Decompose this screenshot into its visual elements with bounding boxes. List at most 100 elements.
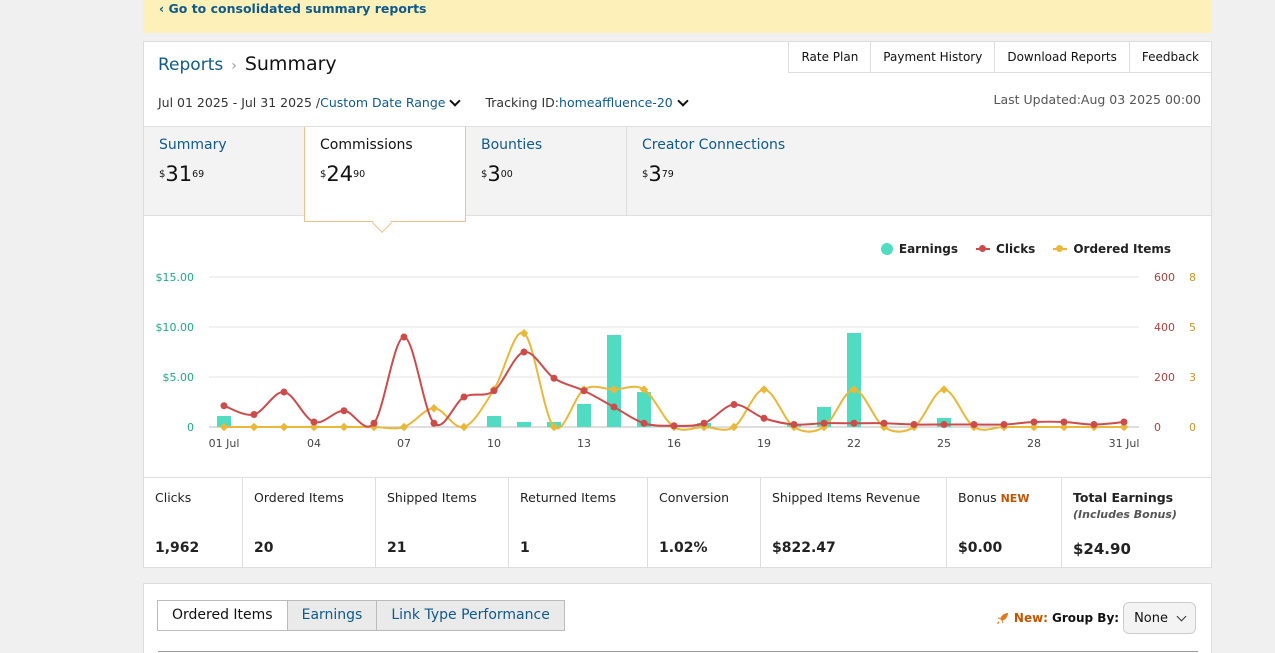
top-buttons: Rate Plan Payment History Download Repor… xyxy=(788,41,1212,73)
rate-plan-button[interactable]: Rate Plan xyxy=(788,41,872,73)
value-cents: 00 xyxy=(500,169,513,180)
tab-link-type-performance[interactable]: Link Type Performance xyxy=(376,600,565,631)
legend-earnings[interactable]: Earnings xyxy=(880,242,958,256)
ordered-items-point xyxy=(339,422,349,432)
page-title: Summary xyxy=(244,53,337,75)
tab-commissions[interactable]: Commissions $ 24 90 xyxy=(304,127,466,222)
earnings-bar xyxy=(487,416,501,427)
legend-ordered-items[interactable]: Ordered Items xyxy=(1053,242,1171,256)
details-tabs: Ordered Items Earnings Link Type Perform… xyxy=(157,600,565,631)
stat-value: 20 xyxy=(254,540,274,556)
y-right-clicks-tick-label: 400 xyxy=(1154,321,1175,334)
tab-value: $ 24 90 xyxy=(320,162,450,186)
details-card: Ordered Items Earnings Link Type Perform… xyxy=(143,583,1212,653)
x-tick-label: 07 xyxy=(397,437,411,450)
legend-clicks[interactable]: Clicks xyxy=(976,242,1035,256)
clicks-point xyxy=(1090,421,1098,428)
clicks-point xyxy=(790,421,798,428)
items-diamond-icon xyxy=(1053,243,1068,254)
clicks-point xyxy=(760,414,768,422)
clicks-point xyxy=(280,388,288,396)
tracking-id-dropdown[interactable]: Tracking ID: homeaffluence-20 xyxy=(485,94,692,110)
stat-value: $0.00 xyxy=(958,540,1003,556)
clicks-point xyxy=(970,421,978,428)
stat-shipped-revenue: Shipped Items Revenue $822.47 xyxy=(761,478,947,568)
clicks-point xyxy=(310,418,318,426)
y-left-tick-label: $10.00 xyxy=(156,321,195,334)
tab-creator-connections[interactable]: Creator Connections $ 3 79 xyxy=(627,127,827,216)
x-tick-label: 13 xyxy=(577,437,591,450)
report-tabs: Summary $ 31 69 Commissions $ 24 90 Boun… xyxy=(144,126,1211,222)
x-tick-label: 04 xyxy=(307,437,321,450)
tab-ordered-items[interactable]: Ordered Items xyxy=(157,600,288,631)
y-right-items-tick-label: 8 xyxy=(1189,271,1196,284)
y-right-clicks-tick-label: 200 xyxy=(1154,371,1175,384)
stat-ordered-items: Ordered Items 20 xyxy=(243,478,376,568)
earnings-chart: Earnings Clicks Ordered Items 0 0 0 $5.00 20… xyxy=(144,232,1211,477)
tab-bounties[interactable]: Bounties $ 3 00 xyxy=(466,127,627,216)
clicks-point xyxy=(820,419,828,427)
ordered-items-point xyxy=(279,422,289,432)
new-badge: NEW xyxy=(1000,492,1030,505)
clicks-point xyxy=(520,348,528,356)
clicks-point xyxy=(850,419,858,427)
earnings-bar xyxy=(637,392,651,427)
clicks-point xyxy=(340,407,348,415)
ordered-items-point xyxy=(219,422,229,432)
currency-symbol: $ xyxy=(642,169,649,180)
tracking-value[interactable]: homeaffluence-20 xyxy=(559,95,673,110)
chevron-down-icon[interactable] xyxy=(677,94,689,107)
group-by-select[interactable]: None xyxy=(1123,602,1196,634)
clicks-line xyxy=(223,335,1125,428)
ordered-items-point xyxy=(399,422,409,432)
payment-history-button[interactable]: Payment History xyxy=(870,41,996,73)
tab-earnings[interactable]: Earnings xyxy=(286,600,378,631)
ordered-items-point xyxy=(1119,422,1129,432)
earnings-bar xyxy=(517,422,531,427)
ordered-items-point xyxy=(459,422,469,432)
breadcrumb-reports-link[interactable]: Reports xyxy=(158,55,224,75)
x-tick-label: 16 xyxy=(667,437,681,450)
stat-label: Shipped Items xyxy=(387,490,477,505)
stat-bonus: Bonus NEW $0.00 xyxy=(947,478,1062,568)
currency-symbol: $ xyxy=(159,169,166,180)
tab-label: Creator Connections xyxy=(642,137,786,153)
ordered-items-point xyxy=(249,422,259,432)
value-whole: 24 xyxy=(326,162,354,186)
clicks-point xyxy=(670,422,678,430)
chevron-down-icon[interactable] xyxy=(449,94,462,107)
y-right-items-tick-label: 0 xyxy=(1189,421,1196,434)
currency-symbol: $ xyxy=(320,169,327,180)
clicks-point xyxy=(430,419,438,427)
tab-summary[interactable]: Summary $ 31 69 xyxy=(144,127,305,216)
stat-label: Total Earnings xyxy=(1073,490,1174,505)
ordered-items-point xyxy=(939,385,949,394)
date-mode-dropdown[interactable]: Custom Date Range xyxy=(320,95,446,110)
stat-shipped-items: Shipped Items 21 xyxy=(376,478,509,568)
clicks-point xyxy=(730,401,738,408)
rocket-icon xyxy=(996,613,1008,624)
value-whole: 31 xyxy=(165,162,193,186)
value-whole: 3 xyxy=(487,162,501,186)
clicks-point xyxy=(1030,418,1038,426)
stat-sublabel: (Includes Bonus) xyxy=(1073,508,1177,521)
earnings-bar xyxy=(817,407,831,427)
group-by-value: None xyxy=(1134,610,1168,626)
value-cents: 90 xyxy=(353,169,366,180)
feedback-button[interactable]: Feedback xyxy=(1128,41,1212,73)
stat-label: Returned Items xyxy=(520,490,617,505)
stats-row: Clicks 1,962 Ordered Items 20 Shipped It… xyxy=(144,477,1211,568)
stat-clicks: Clicks 1,962 xyxy=(144,478,243,568)
clicks-point xyxy=(550,374,558,382)
consolidated-banner: ‹ Go to consolidated summary reports xyxy=(143,0,1212,33)
currency-symbol: $ xyxy=(481,169,488,180)
y-right-items-tick-label: 5 xyxy=(1189,321,1196,334)
x-tick-label: 22 xyxy=(847,437,861,450)
download-reports-button[interactable]: Download Reports xyxy=(994,41,1130,73)
filter-row: Jul 01 2025 - Jul 31 2025 / Custom Date … xyxy=(158,94,693,110)
earnings-bar xyxy=(847,333,861,427)
stat-label-row: Bonus NEW xyxy=(958,490,1050,505)
clicks-point xyxy=(250,411,258,418)
ordered-items-point xyxy=(729,422,739,432)
consolidated-summary-link[interactable]: ‹ Go to consolidated summary reports xyxy=(159,1,427,16)
